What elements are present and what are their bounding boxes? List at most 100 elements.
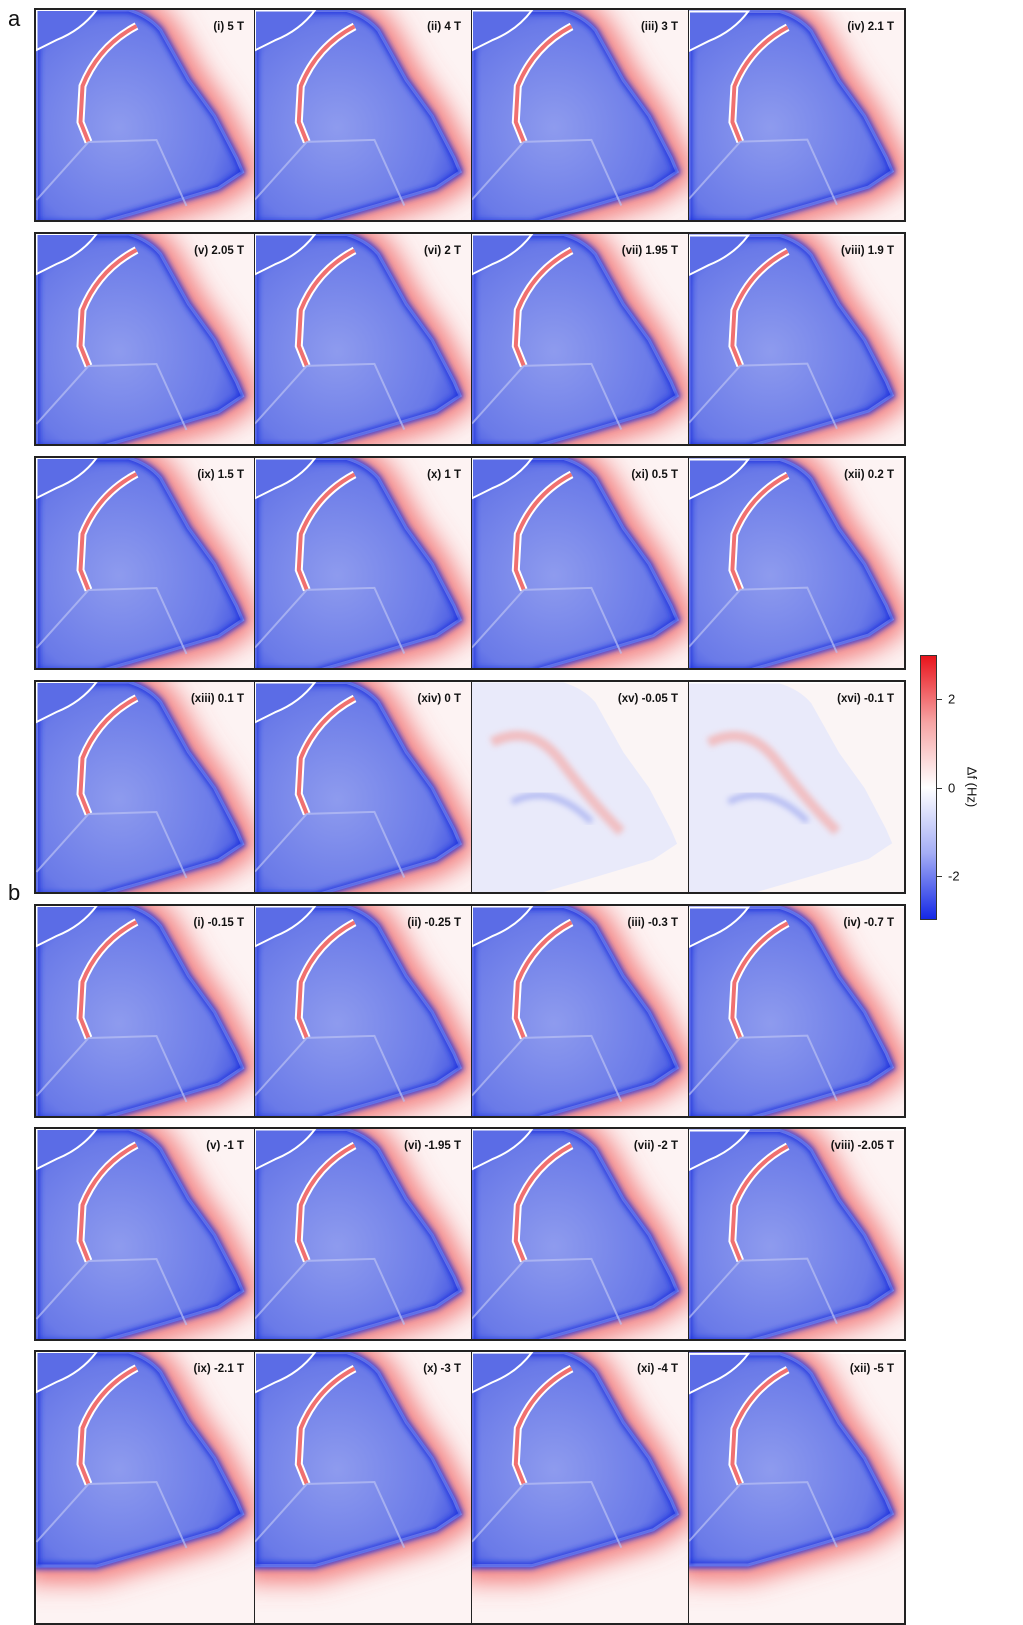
afm-image	[36, 682, 255, 894]
image-panel: (i) -0.15 T	[36, 906, 255, 1118]
afm-image	[36, 458, 255, 670]
panel-label: (iv) 2.1 T	[847, 21, 894, 33]
panel-label: (iv) -0.7 T	[844, 917, 894, 929]
afm-image	[472, 10, 689, 222]
image-panel: (xi) -4 T	[472, 1352, 689, 1625]
afm-image	[689, 458, 904, 670]
panel-row: (i) -0.15 T (ii) -0.25 T (iii) -0.3 T (iv) …	[34, 904, 906, 1118]
panel-row: (v) 2.05 T (vi) 2 T (vii) 1.95 T (viii) 1.9…	[34, 232, 906, 446]
afm-image	[36, 906, 255, 1118]
panel-label: (ii) 4 T	[427, 21, 461, 33]
panel-label: (viii) -2.05 T	[831, 1140, 894, 1152]
panel-label: (iii) 3 T	[641, 21, 678, 33]
panel-label: (xiv) 0 T	[418, 693, 461, 705]
image-panel: (vi) -1.95 T	[255, 1129, 472, 1341]
image-panel: (viii) 1.9 T	[689, 234, 904, 446]
colorbar-tick-label: 2	[948, 692, 955, 707]
colorbar	[920, 655, 937, 920]
panel-label: (ii) -0.25 T	[407, 917, 461, 929]
image-panel: (vii) 1.95 T	[472, 234, 689, 446]
image-panel: (v) 2.05 T	[36, 234, 255, 446]
afm-image	[689, 1352, 904, 1625]
image-panel: (v) -1 T	[36, 1129, 255, 1341]
colorbar-label: Δf (Hz)	[965, 767, 980, 807]
afm-image	[472, 458, 689, 670]
panel-row: (xiii) 0.1 T (xiv) 0 T (xv) -0.05 T (xvi) -…	[34, 680, 906, 894]
image-panel: (xiii) 0.1 T	[36, 682, 255, 894]
panel-label: (xii) -5 T	[850, 1363, 894, 1375]
panel-row: (ix) 1.5 T (x) 1 T (xi) 0.5 T (xii) 0.2 T	[34, 456, 906, 670]
image-panel: (i) 5 T	[36, 10, 255, 222]
afm-image	[689, 10, 904, 222]
image-panel: (vi) 2 T	[255, 234, 472, 446]
panel-row: (v) -1 T (vi) -1.95 T (vii) -2 T (viii) -2.…	[34, 1127, 906, 1341]
afm-image	[689, 234, 904, 446]
panel-label: (i) 5 T	[213, 21, 244, 33]
image-panel: (iv) -0.7 T	[689, 906, 904, 1118]
panel-label: (xv) -0.05 T	[618, 693, 678, 705]
panel-row: (i) 5 T (ii) 4 T (iii) 3 T (iv) 2.1 T	[34, 8, 906, 222]
colorbar-tick-label: 0	[948, 780, 955, 795]
afm-image	[255, 10, 472, 222]
image-panel: (ii) 4 T	[255, 10, 472, 222]
afm-image	[255, 234, 472, 446]
afm-image	[472, 906, 689, 1118]
panel-label: (ix) -2.1 T	[194, 1363, 244, 1375]
panel-letter: a	[8, 6, 20, 32]
afm-image	[255, 1352, 472, 1625]
image-panel: (ix) 1.5 T	[36, 458, 255, 670]
image-panel: (xiv) 0 T	[255, 682, 472, 894]
image-panel: (xii) 0.2 T	[689, 458, 904, 670]
panel-label: (viii) 1.9 T	[841, 245, 894, 257]
afm-image	[36, 234, 255, 446]
image-panel: (iii) 3 T	[472, 10, 689, 222]
image-panel: (vii) -2 T	[472, 1129, 689, 1341]
afm-image	[255, 458, 472, 670]
afm-image	[472, 234, 689, 446]
panel-label: (i) -0.15 T	[194, 917, 244, 929]
panel-label: (xii) 0.2 T	[844, 469, 894, 481]
panel-label: (v) 2.05 T	[194, 245, 244, 257]
afm-image	[36, 1352, 255, 1625]
panel-label: (x) -3 T	[423, 1363, 461, 1375]
image-panel: (xv) -0.05 T	[472, 682, 689, 894]
flake-image	[472, 682, 689, 894]
afm-image	[36, 10, 255, 222]
afm-image	[36, 1129, 255, 1341]
panel-label: (xiii) 0.1 T	[191, 693, 244, 705]
panel-label: (xvi) -0.1 T	[837, 693, 894, 705]
image-panel: (xii) -5 T	[689, 1352, 904, 1625]
afm-image	[472, 1129, 689, 1341]
afm-image	[689, 906, 904, 1118]
colorbar-tick-label: -2	[948, 868, 960, 883]
image-panel: (viii) -2.05 T	[689, 1129, 904, 1341]
image-panel: (ii) -0.25 T	[255, 906, 472, 1118]
panel-label: (vii) 1.95 T	[622, 245, 678, 257]
panel-label: (iii) -0.3 T	[628, 917, 678, 929]
image-panel: (iii) -0.3 T	[472, 906, 689, 1118]
afm-image	[255, 906, 472, 1118]
flake-image	[689, 683, 904, 894]
colorbar-tick	[937, 788, 942, 789]
afm-image	[689, 682, 904, 894]
panel-row: (ix) -2.1 T (x) -3 T (xi) -4 T (xii) -5 T	[34, 1350, 906, 1625]
image-panel: (xi) 0.5 T	[472, 458, 689, 670]
colorbar-tick	[937, 699, 942, 700]
image-panel: (xvi) -0.1 T	[689, 682, 904, 894]
panel-label: (xi) -4 T	[637, 1363, 678, 1375]
afm-image	[255, 682, 472, 894]
panel-label: (ix) 1.5 T	[197, 469, 244, 481]
image-panel: (ix) -2.1 T	[36, 1352, 255, 1625]
panel-label: (vi) -1.95 T	[404, 1140, 461, 1152]
panel-letter: b	[8, 880, 20, 906]
image-panel: (x) -3 T	[255, 1352, 472, 1625]
image-panel: (iv) 2.1 T	[689, 10, 904, 222]
page: {"figure": { "panel_a": {"letter": "a", …	[0, 0, 1023, 1623]
panel-label: (vi) 2 T	[424, 245, 461, 257]
colorbar-tick	[937, 876, 942, 877]
image-panel: (x) 1 T	[255, 458, 472, 670]
afm-image	[689, 1129, 904, 1341]
afm-image	[255, 1129, 472, 1341]
panel-label: (xi) 0.5 T	[631, 469, 678, 481]
panel-label: (x) 1 T	[427, 469, 461, 481]
